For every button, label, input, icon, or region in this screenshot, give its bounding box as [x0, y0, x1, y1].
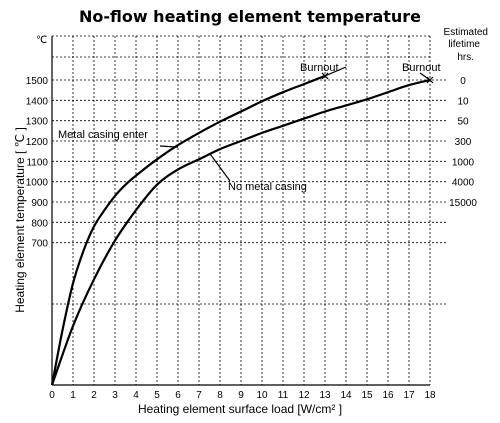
annotation-no-metal-casing: No metal casing	[228, 181, 307, 193]
series-line-no-metal-casing	[50, 78, 431, 386]
right-tick-label: 300	[455, 137, 472, 148]
right-tick-label: 0	[460, 76, 466, 87]
x-tick-label: 8	[217, 390, 223, 401]
x-tick-label: 5	[154, 390, 160, 401]
annotation-burnout-nometal: Burnout	[402, 62, 441, 74]
leader-line-burnout-metal	[324, 66, 347, 77]
x-tick-label: 3	[112, 390, 118, 401]
y-tick-label: 1100	[26, 157, 48, 168]
x-tick-label: 15	[361, 390, 373, 401]
x-tick-label: 1	[70, 390, 76, 401]
x-tick-label: 0	[49, 390, 55, 401]
right-tick-label: 50	[457, 117, 469, 128]
series-lines	[50, 66, 434, 386]
y-tick-label: 1500	[26, 76, 49, 87]
y-tick-label: 1400	[26, 96, 49, 107]
y-unit-label: ℃	[36, 35, 47, 46]
grid	[52, 35, 448, 385]
x-tick-labels: 0 1 2 3 4 5 6 7 8 9 10 11 12 13 14 15 16 17 18	[49, 390, 436, 401]
y-tick-label: 1200	[26, 137, 49, 148]
y-tick-label: 1300	[26, 117, 49, 128]
leader-line-metal-casing	[159, 145, 179, 148]
right-tick-label: 15000	[449, 198, 477, 209]
y-tick-label: 900	[31, 198, 48, 209]
annotation-metal-casing: Metal casing enter	[58, 129, 148, 141]
x-tick-label: 6	[175, 390, 181, 401]
y-tick-labels: 700 800 900 1000 1100 1200 1300 1400 1500	[26, 76, 49, 250]
y-tick-label: 1000	[26, 178, 49, 189]
x-tick-label: 18	[424, 390, 436, 401]
y-axis-label: Heating element temperature [ ℃ ]	[13, 127, 27, 313]
x-tick-label: 13	[319, 390, 331, 401]
annotation-burnout-metal: Burnout	[300, 62, 339, 74]
leader-line-no-metal-casing	[209, 152, 231, 182]
right-tick-labels: 0 10 50 300 1000 4000 15000	[449, 76, 477, 209]
x-tick-label: 2	[91, 390, 97, 401]
x-tick-label: 10	[256, 390, 268, 401]
right-axis-label-line2: lifetime	[448, 39, 480, 50]
x-tick-label: 17	[403, 390, 415, 401]
y-tick-label: 800	[31, 218, 48, 229]
x-tick-label: 14	[340, 390, 352, 401]
x-axis-label: Heating element surface load [W/cm² ]	[138, 402, 342, 416]
right-tick-label: 10	[457, 96, 469, 107]
x-tick-label: 4	[133, 390, 139, 401]
series-line-metal-casing	[50, 74, 326, 386]
x-tick-label: 16	[382, 390, 394, 401]
axes	[51, 36, 430, 386]
chart-title: No-flow heating element temperature	[79, 7, 421, 26]
right-tick-label: 1000	[452, 157, 475, 168]
right-axis-label-line3: hrs.	[457, 52, 474, 63]
x-tick-label: 7	[196, 390, 202, 401]
right-tick-label: 4000	[452, 178, 475, 189]
y-tick-label: 700	[31, 239, 48, 250]
x-tick-label: 9	[238, 390, 244, 401]
x-tick-label: 12	[298, 390, 310, 401]
x-tick-label: 11	[278, 390, 289, 401]
leader-line-burnout-nometal	[419, 72, 431, 81]
right-axis-label-line1: Estimated	[444, 27, 488, 38]
